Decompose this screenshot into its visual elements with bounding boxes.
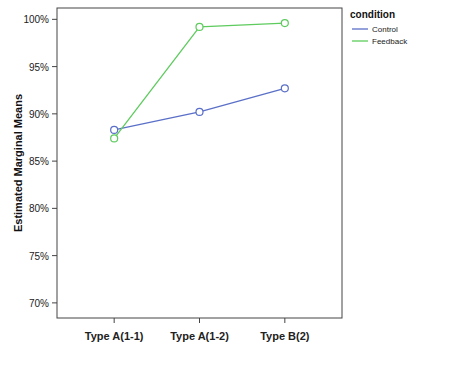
- y-tick: [52, 208, 57, 209]
- y-tick: [52, 161, 57, 162]
- y-tick-label: 100%: [23, 14, 49, 25]
- series-line: [114, 23, 285, 138]
- plot-marks: [111, 20, 289, 142]
- series-line: [114, 88, 285, 130]
- x-tick-label: Type A(1-1): [85, 330, 144, 342]
- series-marker: [111, 135, 118, 142]
- y-tick-label: 95%: [29, 62, 49, 73]
- series-marker: [196, 108, 203, 115]
- y-tick: [52, 255, 57, 256]
- x-tick: [284, 318, 285, 323]
- series-marker: [111, 126, 118, 133]
- legend-label: Feedback: [372, 37, 408, 46]
- y-tick-label: 90%: [29, 109, 49, 120]
- y-tick-label: 75%: [29, 251, 49, 262]
- x-tick-label: Type B(2): [260, 330, 310, 342]
- chart: 70% 75% 80% 85% 90% 95% 100% Type A(1-1) Type A(…: [0, 0, 456, 365]
- x-tick: [199, 318, 200, 323]
- legend-title: condition: [350, 9, 395, 20]
- x-tick: [114, 318, 115, 323]
- y-tick: [52, 113, 57, 114]
- x-tick-label: Type A(1-2): [170, 330, 229, 342]
- series-marker: [196, 23, 203, 30]
- legend-swatch: [352, 40, 368, 41]
- y-tick: [52, 66, 57, 67]
- y-tick: [52, 19, 57, 20]
- y-tick-label: 85%: [29, 156, 49, 167]
- plot-frame: [57, 8, 342, 318]
- legend-swatch: [352, 28, 368, 29]
- y-tick: [52, 302, 57, 303]
- legend-label: Control: [372, 25, 398, 34]
- y-axis-label: Estimated Marginal Means: [12, 94, 24, 232]
- series-marker: [281, 85, 288, 92]
- y-tick-label: 80%: [29, 203, 49, 214]
- series-marker: [281, 20, 288, 27]
- y-tick-label: 70%: [29, 298, 49, 309]
